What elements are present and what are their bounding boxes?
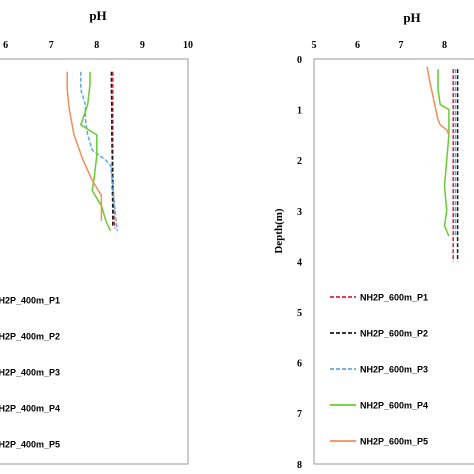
chart-400m-x-ticks: 6 7 8 9 10 xyxy=(3,40,193,51)
chart-600m-plot-area xyxy=(313,58,474,465)
chart-600m-legend-label: NH2P_600m_P3 xyxy=(360,365,428,375)
chart-400m-series-line-5 xyxy=(66,71,103,221)
chart-600m-legend-label: NH2P_600m_P2 xyxy=(360,329,428,339)
chart-600m-legend-label: NH2P_600m_P1 xyxy=(360,293,428,303)
chart-600m-title: pH xyxy=(403,10,420,25)
chart-400m-legend-label: NH2P_400m_P5 xyxy=(0,440,60,450)
chart-600m-y-tick-label: 3 xyxy=(297,207,302,218)
chart-600m-y-tick-label: 0 xyxy=(297,55,302,66)
chart-600m-y-tick-label: 5 xyxy=(297,308,302,319)
chart-600m-y-ticks: 0 1 2 3 4 5 6 7 8 xyxy=(297,55,302,471)
chart-400m-legend: NH2P_400m_P1 NH2P_400m_P2 NH2P_400m_P3 NH2P… xyxy=(0,296,60,450)
chart-400m-legend-label: NH2P_400m_P2 xyxy=(0,332,60,342)
chart-600m-series-line-5 xyxy=(426,66,450,136)
chart-600m-x-tick-label: 5 xyxy=(312,40,317,51)
chart-600m-y-tick-label: 6 xyxy=(297,359,302,370)
chart-600m-legend: NH2P_600m_P1 NH2P_600m_P2 NH2P_600m_P3 NH2P… xyxy=(330,293,428,447)
chart-400m-series-line-2 xyxy=(110,71,114,226)
chart-400m-legend-label: NH2P_400m_P4 xyxy=(0,404,60,414)
chart-400m-x-tick-label: 7 xyxy=(49,40,54,51)
chart-600m-y-tick-label: 8 xyxy=(297,460,302,471)
chart-400m-plot-area xyxy=(0,58,189,465)
chart-600m-x-tick-label: 7 xyxy=(399,40,404,51)
chart-600m-y-tick-label: 4 xyxy=(297,257,302,268)
chart-400m-title: pH xyxy=(89,8,106,23)
chart-600m-legend-label: NH2P_600m_P5 xyxy=(360,437,428,447)
chart-400m-legend-label: NH2P_400m_P3 xyxy=(0,368,60,378)
chart-600m-series xyxy=(426,66,459,262)
chart-600m-y-tick-label: 1 xyxy=(297,106,302,117)
chart-400m-x-tick-label: 8 xyxy=(94,40,99,51)
chart-600m-series-line-4 xyxy=(437,69,450,237)
chart-600m-y-label: Depth(m) xyxy=(273,208,285,254)
chart-600m-legend-label: NH2P_600m_P4 xyxy=(360,401,428,411)
chart-600m-x-ticks: 5 6 7 8 xyxy=(312,40,448,51)
chart-400m-series-line-1 xyxy=(112,71,116,229)
chart-400m-legend-label: NH2P_400m_P1 xyxy=(0,296,60,306)
chart-400m-series-line-3 xyxy=(80,71,119,232)
chart-400m-x-tick-label: 6 xyxy=(3,40,8,51)
chart-600m-x-tick-label: 6 xyxy=(355,40,360,51)
chart-600m-x-tick-label: 8 xyxy=(442,40,447,51)
chart-600m-y-tick-label: 2 xyxy=(297,156,302,167)
chart-400m-x-tick-label: 10 xyxy=(183,40,193,51)
chart-400m-series xyxy=(66,71,119,232)
chart-400m-series-line-4 xyxy=(79,71,112,232)
chart-600m-y-tick-label: 7 xyxy=(297,409,302,420)
chart-400m-x-tick-label: 9 xyxy=(140,40,145,51)
